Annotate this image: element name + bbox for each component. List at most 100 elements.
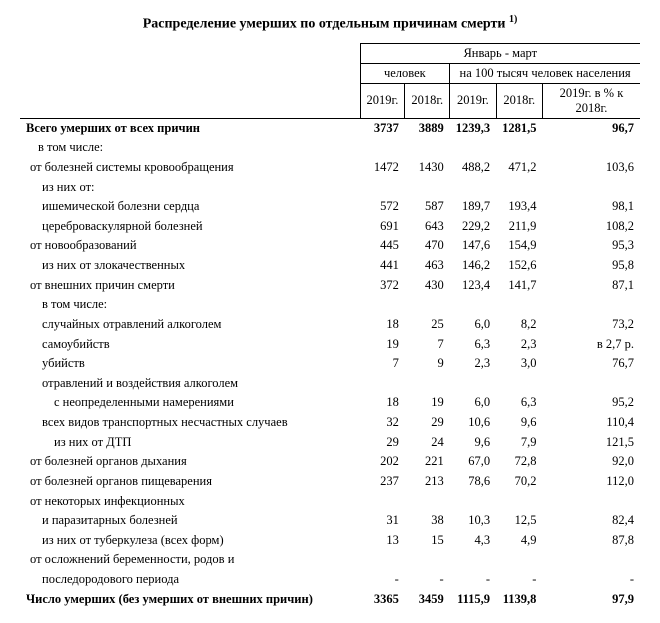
row-value: 76,7	[542, 354, 640, 374]
row-value	[360, 374, 405, 394]
row-value: 146,2	[450, 256, 496, 276]
header-2018-a: 2018г.	[405, 83, 450, 118]
row-label: от болезней органов дыхания	[20, 452, 360, 472]
row-value: 691	[360, 217, 405, 237]
table-row: от внешних причин смерти372430123,4141,7…	[20, 276, 640, 296]
row-value: 19	[360, 335, 405, 355]
table-row: ишемической болезни сердца572587189,7193…	[20, 197, 640, 217]
row-value: 430	[405, 276, 450, 296]
row-value	[360, 295, 405, 315]
table-row: в том числе:	[20, 295, 640, 315]
row-value: -	[542, 570, 640, 590]
row-value	[450, 492, 496, 512]
row-value	[450, 138, 496, 158]
row-value: 95,8	[542, 256, 640, 276]
row-label: случайных отравлений алкоголем	[20, 315, 360, 335]
row-value: 1139,8	[496, 590, 542, 610]
row-value: 152,6	[496, 256, 542, 276]
row-value	[542, 138, 640, 158]
row-value	[360, 138, 405, 158]
row-value: 229,2	[450, 217, 496, 237]
table-row: из них от злокачественных441463146,2152,…	[20, 256, 640, 276]
row-value	[405, 550, 450, 570]
row-value: 29	[405, 413, 450, 433]
row-value: 9,6	[496, 413, 542, 433]
table-row: последородового периода-----	[20, 570, 640, 590]
row-value	[496, 374, 542, 394]
row-value	[405, 492, 450, 512]
table-row: в том числе:	[20, 138, 640, 158]
mortality-table: Январь - март человек на 100 тысяч челов…	[20, 43, 640, 610]
row-value: 12,5	[496, 511, 542, 531]
row-value: 95,3	[542, 236, 640, 256]
row-value: 25	[405, 315, 450, 335]
row-label: в том числе:	[20, 295, 360, 315]
row-value: 3365	[360, 590, 405, 610]
row-label: из них от ДТП	[20, 433, 360, 453]
row-value: 572	[360, 197, 405, 217]
row-label: Всего умерших от всех причин	[20, 118, 360, 138]
row-value: 67,0	[450, 452, 496, 472]
row-value	[542, 492, 640, 512]
row-value: 6,0	[450, 315, 496, 335]
header-pct: 2019г. в % к 2018г.	[542, 83, 640, 118]
row-value: 189,7	[450, 197, 496, 217]
row-value: 1239,3	[450, 118, 496, 138]
row-value: 372	[360, 276, 405, 296]
table-row: от новообразований445470147,6154,995,3	[20, 236, 640, 256]
row-value	[405, 178, 450, 198]
row-value: 7	[405, 335, 450, 355]
row-value	[496, 295, 542, 315]
row-value	[450, 374, 496, 394]
row-value: 141,7	[496, 276, 542, 296]
row-label: всех видов транспортных несчастных случа…	[20, 413, 360, 433]
row-value: 10,6	[450, 413, 496, 433]
row-value: 92,0	[542, 452, 640, 472]
table-row: случайных отравлений алкоголем18256,08,2…	[20, 315, 640, 335]
row-value	[450, 550, 496, 570]
row-value: 1430	[405, 158, 450, 178]
row-value: 18	[360, 315, 405, 335]
row-value: 2,3	[496, 335, 542, 355]
row-value: 87,8	[542, 531, 640, 551]
table-row: от болезней системы кровообращения147214…	[20, 158, 640, 178]
row-value: 31	[360, 511, 405, 531]
row-value	[542, 295, 640, 315]
row-value: 82,4	[542, 511, 640, 531]
row-value: 7,9	[496, 433, 542, 453]
row-value	[542, 550, 640, 570]
table-row: самоубийств1976,32,3в 2,7 р.	[20, 335, 640, 355]
row-value: 488,2	[450, 158, 496, 178]
row-value: 19	[405, 393, 450, 413]
row-value: 32	[360, 413, 405, 433]
row-value: 9	[405, 354, 450, 374]
row-label: убийств	[20, 354, 360, 374]
row-value	[360, 550, 405, 570]
row-value: -	[450, 570, 496, 590]
row-value: 24	[405, 433, 450, 453]
row-value: 13	[360, 531, 405, 551]
row-value: 3737	[360, 118, 405, 138]
row-value	[542, 374, 640, 394]
row-value: 7	[360, 354, 405, 374]
table-row: из них от туберкулеза (всех форм)13154,3…	[20, 531, 640, 551]
row-value: 8,2	[496, 315, 542, 335]
row-value: 4,9	[496, 531, 542, 551]
row-value: 445	[360, 236, 405, 256]
row-value: -	[496, 570, 542, 590]
row-value: в 2,7 р.	[542, 335, 640, 355]
table-row: убийств792,33,076,7	[20, 354, 640, 374]
row-value: 211,9	[496, 217, 542, 237]
row-value	[405, 374, 450, 394]
table-row: цереброваскулярной болезней691643229,221…	[20, 217, 640, 237]
row-value: 9,6	[450, 433, 496, 453]
row-value: 470	[405, 236, 450, 256]
row-value: 112,0	[542, 472, 640, 492]
row-value: 4,3	[450, 531, 496, 551]
row-value: 2,3	[450, 354, 496, 374]
row-value: 95,2	[542, 393, 640, 413]
row-value: 121,5	[542, 433, 640, 453]
table-body: Всего умерших от всех причин373738891239…	[20, 118, 640, 609]
table-row: Число умерших (без умерших от внешних пр…	[20, 590, 640, 610]
row-value: 29	[360, 433, 405, 453]
